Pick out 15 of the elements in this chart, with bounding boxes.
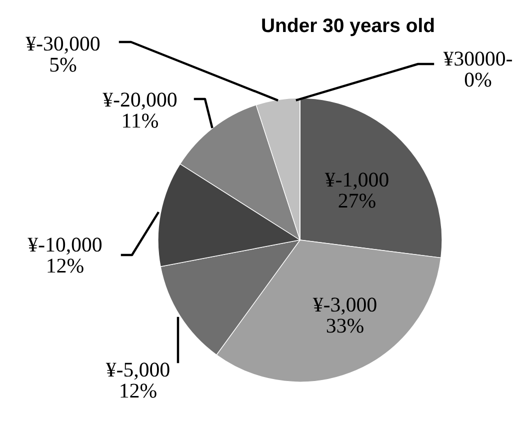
data-label: 27% (338, 194, 376, 208)
data-label: 33% (326, 318, 364, 333)
slice-label: ¥-10,000 (28, 238, 102, 255)
text: 0% (464, 72, 492, 87)
slice-label: ¥-3,000 (312, 298, 376, 315)
data-label: 12% (48, 258, 84, 273)
slice-label: ¥-5,000 (106, 362, 170, 380)
data-label: 12% (120, 384, 156, 398)
data-label: 11% (123, 114, 158, 128)
category-label: ¥30000- (443, 52, 512, 66)
chart-title: Under 30 years old (262, 18, 434, 36)
slice-label: ¥-1,000 (324, 172, 388, 190)
data-label: 5% (50, 58, 76, 72)
slice-label: ¥-20,000 (102, 92, 177, 110)
slice-label: ¥-30,000 (26, 36, 100, 54)
